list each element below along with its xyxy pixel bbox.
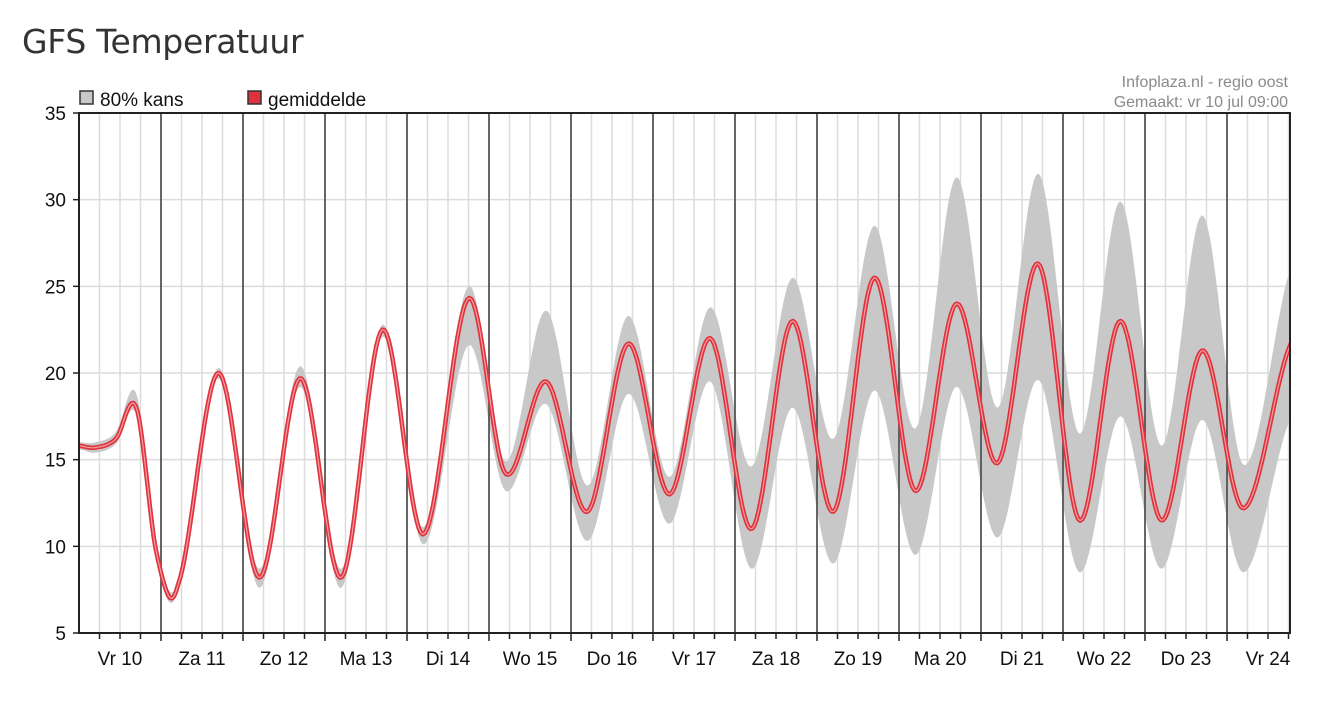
legend: 80% kans gemiddelde: [79, 90, 366, 111]
x-day-label: Vr 24: [1246, 649, 1291, 670]
legend-label-band: 80% kans: [100, 90, 183, 111]
legend-label-mean: gemiddelde: [268, 90, 366, 111]
credit-made: Gemaakt: vr 10 jul 09:00: [1114, 94, 1288, 111]
legend-swatch-mean: [247, 90, 262, 105]
x-day-label: Zo 19: [834, 649, 883, 670]
series-mean-line-highlight: [79, 262, 1290, 599]
y-tick-label: 35: [45, 104, 66, 125]
x-day-label: Do 16: [587, 649, 638, 670]
series-80pct-band: [79, 173, 1290, 603]
x-day-label: Di 14: [426, 649, 471, 670]
y-tick-label: 10: [45, 537, 66, 558]
legend-swatch-band: [79, 90, 94, 105]
x-day-label: Di 21: [1000, 649, 1044, 670]
x-day-label: Do 23: [1161, 649, 1212, 670]
y-tick-label: 15: [45, 451, 66, 472]
x-day-label: Wo 22: [1077, 649, 1132, 670]
y-tick-label: 5: [55, 624, 66, 645]
x-day-label: Za 11: [178, 649, 225, 670]
y-tick-label: 25: [45, 277, 66, 298]
x-day-label: Vr 10: [98, 649, 143, 670]
page-title: GFS Temperatuur: [22, 22, 304, 61]
x-day-label: Wo 15: [503, 649, 558, 670]
plot-area: 5 10 15 20 25 30 35 Vr 10 Za 11 Zo 12 Ma 13 Di 14 Wo…: [45, 104, 1291, 670]
y-tick-label: 30: [45, 191, 66, 212]
y-tick-label: 20: [45, 364, 66, 385]
x-day-label: Ma 13: [340, 649, 393, 670]
x-day-label: Za 18: [752, 649, 801, 670]
x-day-label: Ma 20: [914, 649, 967, 670]
credit-source: Infoplaza.nl - regio oost: [1122, 74, 1289, 91]
x-day-label: Vr 17: [672, 649, 717, 670]
x-day-label: Zo 12: [260, 649, 309, 670]
